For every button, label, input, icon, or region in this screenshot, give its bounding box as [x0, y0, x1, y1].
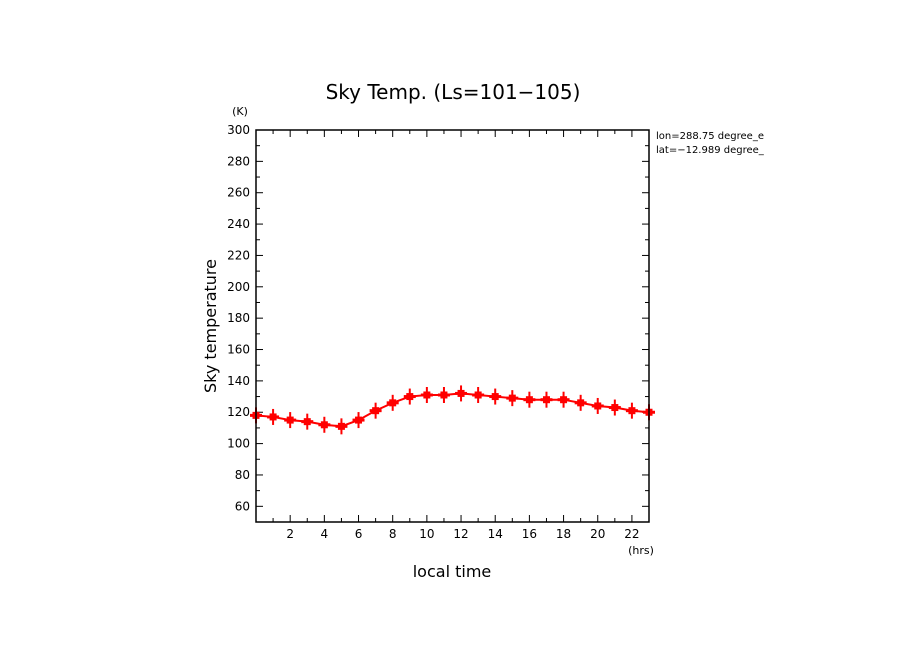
axes: 60 80 100 120 140 160 180 200 220 240 260 280 300 2 4 6… [227, 123, 649, 541]
data-point [557, 391, 570, 408]
point-marker [320, 421, 328, 429]
y-tick-label: 140 [227, 374, 250, 388]
point-marker [389, 399, 397, 407]
x-tick-label: 6 [355, 527, 363, 541]
point-marker [525, 396, 533, 404]
lon-annotation: lon=288.75 degree_e [656, 131, 764, 142]
data-point [335, 418, 348, 435]
point-marker [491, 393, 499, 401]
data-point [455, 385, 468, 402]
chart-title: Sky Temp. (Ls=101−105) [326, 80, 581, 104]
data-point [352, 412, 365, 429]
point-marker [474, 391, 482, 399]
data-point [301, 413, 314, 430]
data-point [489, 388, 502, 405]
data-point [523, 391, 536, 408]
point-marker [303, 418, 311, 426]
data-point [267, 408, 280, 425]
y-tick-label: 180 [227, 311, 250, 325]
series-layer [250, 385, 655, 435]
x-tick-label: 12 [453, 527, 468, 541]
data-point [506, 390, 519, 407]
y-tick-label: 160 [227, 343, 250, 357]
y-tick-label: 200 [227, 280, 250, 294]
lat-annotation: lat=−12.989 degree_ [656, 145, 765, 156]
data-point [591, 397, 604, 414]
point-marker [269, 413, 277, 421]
x-tick-label: 20 [590, 527, 605, 541]
data-point [318, 416, 331, 433]
point-marker [337, 422, 345, 430]
y-tick-label: 260 [227, 186, 250, 200]
y-tick-label: 80 [235, 468, 250, 482]
plot-frame [255, 129, 650, 523]
data-point [472, 386, 485, 403]
x-tick-label: 8 [389, 527, 397, 541]
data-point [574, 394, 587, 411]
x-tick-label: 4 [321, 527, 329, 541]
point-marker [286, 416, 294, 424]
point-marker [423, 391, 431, 399]
point-marker [406, 393, 414, 401]
y-tick-label: 60 [235, 499, 250, 513]
point-marker [372, 407, 380, 415]
y-tick-label: 280 [227, 154, 250, 168]
x-tick-label: 22 [624, 527, 639, 541]
point-marker [355, 416, 363, 424]
point-marker [628, 407, 636, 415]
data-point [403, 388, 416, 405]
y-tick-label: 220 [227, 248, 250, 262]
y-tick-label: 100 [227, 437, 250, 451]
data-point [540, 391, 553, 408]
point-marker [594, 402, 602, 410]
series-line [255, 392, 650, 428]
data-point [608, 399, 621, 416]
point-marker [560, 396, 568, 404]
data-point [284, 412, 297, 429]
point-marker [440, 391, 448, 399]
data-point [369, 402, 382, 419]
point-marker [577, 399, 585, 407]
data-point [625, 402, 638, 419]
x-tick-label: 18 [556, 527, 571, 541]
x-tick-label: 16 [522, 527, 537, 541]
x-axis-label: local time [413, 562, 492, 581]
point-marker [611, 404, 619, 412]
data-point [437, 386, 450, 403]
y-unit-label: (K) [232, 105, 248, 118]
y-tick-label: 120 [227, 405, 250, 419]
x-unit-label: (hrs) [628, 544, 654, 557]
x-tick-label: 2 [286, 527, 294, 541]
y-tick-label: 300 [227, 123, 250, 137]
data-point [386, 394, 399, 411]
data-point [420, 386, 433, 403]
y-axis-label: Sky temperature [201, 259, 220, 393]
point-marker [508, 394, 516, 402]
point-marker [542, 396, 550, 404]
x-tick-label: 10 [419, 527, 434, 541]
x-tick-label: 14 [488, 527, 503, 541]
point-marker [457, 389, 465, 397]
y-tick-label: 240 [227, 217, 250, 231]
